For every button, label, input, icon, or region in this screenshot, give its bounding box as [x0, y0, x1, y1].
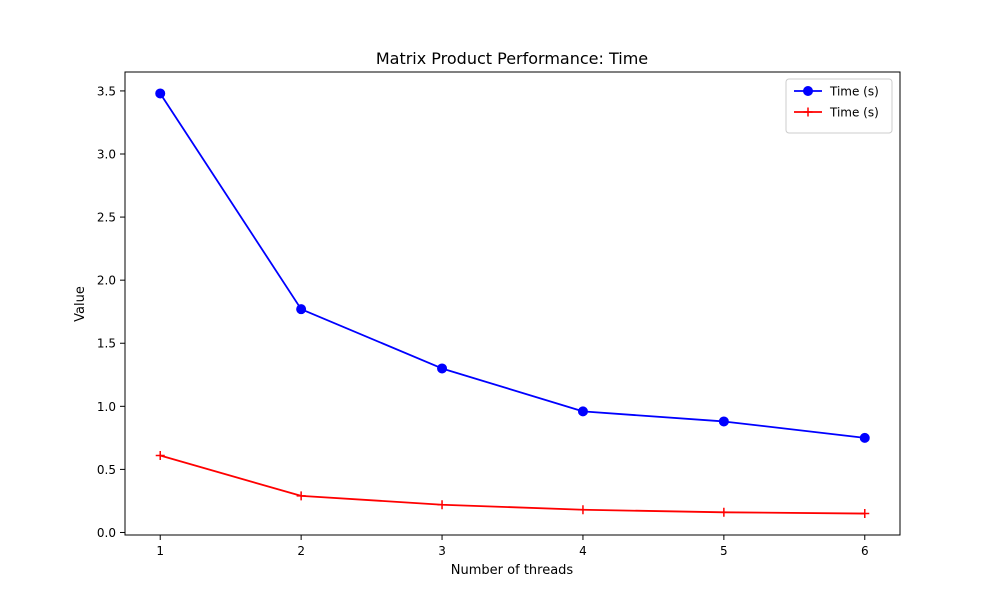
- y-tick-label: 0.5: [97, 463, 116, 477]
- x-tick-label: 3: [438, 544, 446, 558]
- y-axis-label: Value: [73, 286, 88, 322]
- y-tick-label: 1.5: [97, 337, 116, 351]
- x-tick-label: 6: [861, 544, 869, 558]
- y-tick-label: 2.0: [97, 274, 116, 288]
- x-tick-label: 4: [579, 544, 587, 558]
- x-tick-label: 5: [720, 544, 728, 558]
- data-point: [577, 406, 588, 417]
- data-point: [155, 451, 165, 461]
- data-point: [718, 416, 729, 427]
- y-tick-label: 0.0: [97, 526, 116, 540]
- data-point: [578, 505, 588, 515]
- legend: Time (s) Time (s): [785, 78, 893, 134]
- plot-area-frame: [124, 71, 901, 536]
- series-line: [159, 92, 865, 439]
- data-point: [719, 507, 729, 517]
- axis-ticks: 1 2 3 4 5 6 0.0 0.5 1.0 1.5 2.0 2.5 3.0 3.5: [97, 84, 869, 558]
- legend-marker: [803, 86, 813, 96]
- data-point: [859, 432, 870, 443]
- y-tick-label: 1.0: [97, 400, 116, 414]
- data-point: [437, 500, 447, 510]
- data-point: [860, 509, 870, 519]
- legend-entry: Time (s): [794, 85, 879, 99]
- plot-series: [155, 88, 870, 519]
- data-point: [155, 88, 166, 99]
- legend-marker: [803, 107, 813, 117]
- data-point: [296, 304, 307, 315]
- y-tick-label: 2.5: [97, 211, 116, 225]
- chart-title: Matrix Product Performance: Time: [376, 49, 648, 68]
- y-tick-label: 3.5: [97, 84, 116, 98]
- series-2: [155, 451, 870, 519]
- y-tick-label: 3.0: [97, 148, 116, 162]
- legend-label: Time (s): [829, 85, 879, 99]
- x-tick-label: 1: [156, 544, 164, 558]
- x-axis-label: Number of threads: [451, 563, 574, 578]
- legend-entry: Time (s): [794, 106, 879, 120]
- data-point: [437, 363, 448, 374]
- x-tick-label: 2: [297, 544, 305, 558]
- series-1: [155, 88, 870, 443]
- series-line: [159, 454, 865, 515]
- legend-label: Time (s): [829, 106, 879, 120]
- data-point: [296, 491, 306, 501]
